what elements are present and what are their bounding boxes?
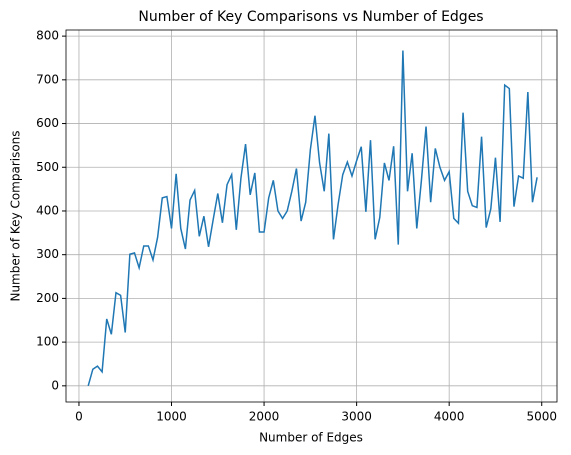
x-axis-label: Number of Edges [259, 431, 363, 445]
x-tick-label: 0 [75, 410, 83, 424]
y-tick-label: 400 [36, 203, 59, 217]
y-tick-label: 800 [36, 29, 59, 43]
y-tick-label: 100 [36, 335, 59, 349]
data-line [87, 50, 538, 387]
x-tick-label: 5000 [526, 410, 557, 424]
y-tick-label: 500 [36, 160, 59, 174]
y-tick-label: 600 [36, 116, 59, 130]
y-tick-label: 0 [51, 378, 59, 392]
plot-frame [65, 29, 558, 403]
y-axis-label: Number of Key Comparisons [9, 130, 23, 301]
y-tick-label: 200 [36, 291, 59, 305]
x-tick-label: 4000 [434, 410, 465, 424]
x-tick-label: 1000 [156, 410, 187, 424]
y-tick-label: 700 [36, 72, 59, 86]
x-tick-label: 3000 [341, 410, 372, 424]
x-tick-label: 2000 [249, 410, 280, 424]
chart-title: Number of Key Comparisons vs Number of E… [138, 9, 483, 25]
y-tick-label: 300 [36, 247, 59, 261]
